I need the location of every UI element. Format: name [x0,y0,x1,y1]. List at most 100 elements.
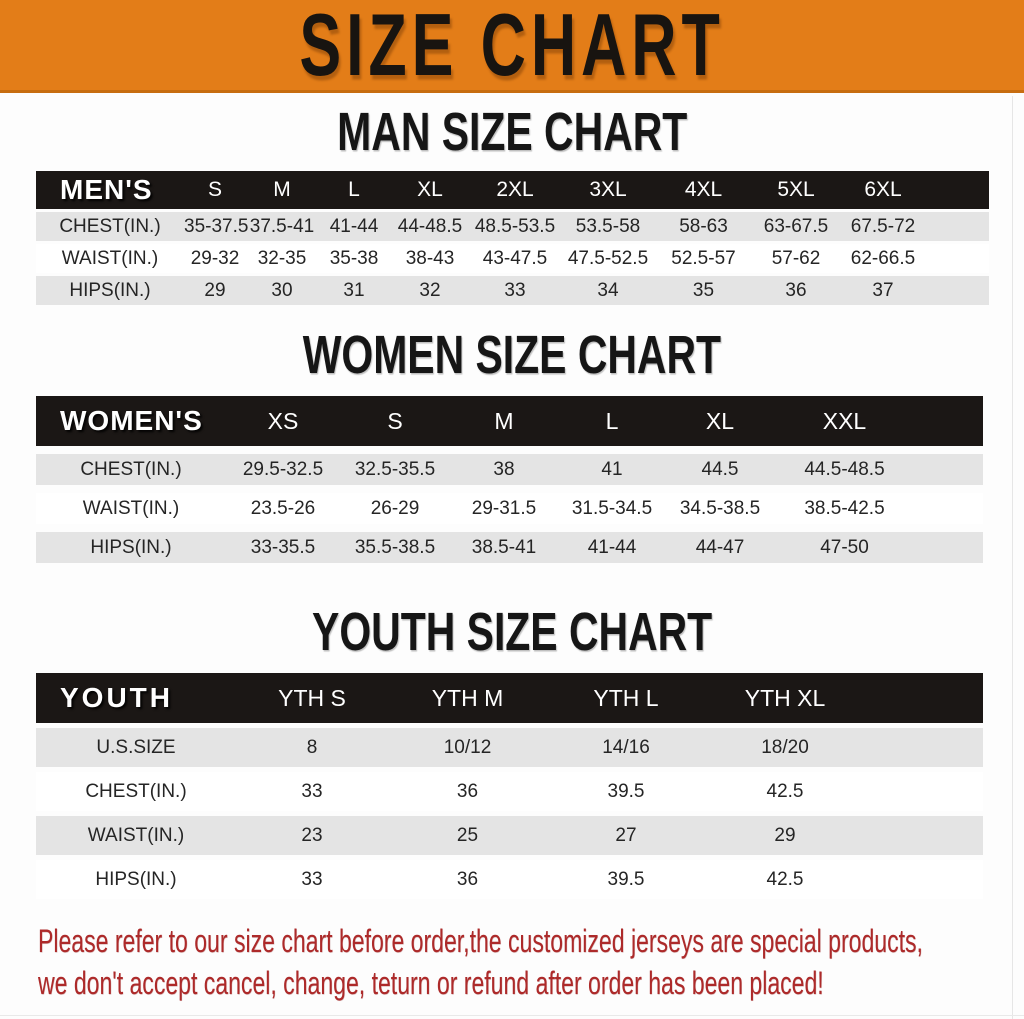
measurement-value-cell: 29-31.5 [450,493,558,524]
size-column-header: M [450,396,558,446]
measurement-value-cell: 67.5-72 [841,212,989,241]
measurement-value-cell: 35-37.5 [184,212,248,241]
measurement-value-cell: 35 [656,276,751,305]
measurement-value-cell: 30 [246,276,318,305]
size-column-header: YTH M [388,673,547,723]
measurement-value-cell: 23.5-26 [226,493,340,524]
size-column-header: YTH L [547,673,705,723]
measurement-value-cell: 34 [560,276,656,305]
measurement-value-cell: 44-47 [666,532,774,563]
size-column-header: S [340,396,450,446]
measurement-value-cell: 42.5 [705,772,983,811]
measurement-value-cell: 8 [236,728,388,767]
measurement-value-cell: 29 [184,276,246,305]
size-column-header: XL [390,171,470,209]
table-category-label: WOMEN'S [36,396,226,446]
measurement-value-cell: 62-66.5 [841,244,989,273]
measurement-value-cell: 33-35.5 [226,532,340,563]
youth-section-heading: YOUTH SIZE CHART [311,602,713,663]
measurement-value-cell: 41-44 [558,532,666,563]
page-title-text: SIZE CHART [299,0,725,94]
measurement-row-label: CHEST(IN.) [36,212,184,241]
measurement-value-cell: 25 [388,816,547,855]
measurement-value-cell: 53.5-58 [560,212,656,241]
scan-edge-artifact-bottom [0,1015,1024,1016]
measurement-value-cell: 41-44 [318,212,390,241]
measurement-row-label: CHEST(IN.) [36,454,226,485]
measurement-row-label: WAIST(IN.) [36,244,184,273]
measurement-row: WAIST(IN.) 29-32 32-35 35-38 38-43 43-47.5 47.… [36,244,989,273]
measurement-value-cell: 32-35 [246,244,318,273]
measurement-value-cell: 29-32 [184,244,246,273]
measurement-value-cell: 31.5-34.5 [558,493,666,524]
measurement-value-cell: 38 [450,454,558,485]
scan-edge-artifact-vertical [1012,96,1013,1019]
measurement-value-cell: 32 [390,276,470,305]
measurement-value-cell: 35.5-38.5 [340,532,450,563]
measurement-value-cell: 57-62 [751,244,841,273]
size-column-header: XL [666,396,774,446]
section-youth-size-chart: YOUTH SIZE CHART YOUTH YTH S YTH M YTH L YTH… [0,602,1024,904]
measurement-value-cell: 47-50 [774,532,983,563]
measurement-value-cell: 31 [318,276,390,305]
measurement-value-cell: 38.5-42.5 [774,493,983,524]
size-column-header: XS [226,396,340,446]
measurement-value-cell: 47.5-52.5 [560,244,656,273]
size-column-header: 4XL [656,171,751,209]
measurement-row: U.S.SIZE 8 10/12 14/16 18/20 [36,728,983,767]
measurement-row: CHEST(IN.) 33 36 39.5 42.5 [36,772,983,811]
measurement-row-label: HIPS(IN.) [36,532,226,563]
size-column-header: XXL [774,396,983,446]
measurement-row-label: WAIST(IN.) [36,493,226,524]
mens-size-table: MEN'S S M L XL 2XL 3XL 4XL 5XL 6XL CHEST(IN.) 35-37… [36,168,989,308]
measurement-value-cell: 34.5-38.5 [666,493,774,524]
measurement-value-cell: 33 [236,860,388,899]
measurement-row: WAIST(IN.) 23.5-26 26-29 29-31.5 31.5-34.5 34… [36,493,983,524]
size-column-header: 2XL [470,171,560,209]
measurement-value-cell: 63-67.5 [751,212,841,241]
measurement-value-cell: 36 [388,772,547,811]
measurement-row: WAIST(IN.) 23 25 27 29 [36,816,983,855]
measurement-value-cell: 39.5 [547,860,705,899]
measurement-row: CHEST(IN.) 29.5-32.5 32.5-35.5 38 41 44.5 44.5… [36,454,983,485]
measurement-value-cell: 29.5-32.5 [226,454,340,485]
measurement-value-cell: 33 [236,772,388,811]
measurement-row-label: CHEST(IN.) [36,772,236,811]
measurement-value-cell: 29 [705,816,983,855]
page-title: SIZE CHART [295,0,729,94]
section-women-size-chart: WOMEN SIZE CHART WOMEN'S XS S M L XL XXL CHEST(… [0,325,1024,571]
measurement-row-label: U.S.SIZE [36,728,236,767]
measurement-row-label: HIPS(IN.) [36,276,184,305]
measurement-value-cell: 52.5-57 [656,244,751,273]
measurement-value-cell: 38-43 [390,244,470,273]
size-column-header: S [184,171,246,209]
womens-size-table: WOMEN'S XS S M L XL XXL CHEST(IN.) 29.5-32.5 32.5… [36,388,983,571]
size-column-header: M [246,171,318,209]
disclaimer-line-1: Please refer to our size chart before or… [38,923,923,959]
section-man-size-chart: MAN SIZE CHART MEN'S S M L XL 2XL 3XL 4XL 5XL 6XL… [0,103,1024,308]
measurement-value-cell: 32.5-35.5 [340,454,450,485]
measurement-value-cell: 10/12 [388,728,547,767]
measurement-value-cell: 41 [558,454,666,485]
disclaimer-line-2: we don't accept cancel, change, teturn o… [38,965,824,1001]
measurement-row: HIPS(IN.) 33 36 39.5 42.5 [36,860,983,899]
measurement-value-cell: 18/20 [705,728,983,767]
measurement-value-cell: 36 [751,276,841,305]
measurement-row: HIPS(IN.) 29 30 31 32 33 34 35 36 37 [36,276,989,305]
measurement-value-cell: 33 [470,276,560,305]
measurement-value-cell: 39.5 [547,772,705,811]
measurement-value-cell: 44.5 [666,454,774,485]
size-header-row: MEN'S S M L XL 2XL 3XL 4XL 5XL 6XL [36,171,989,209]
measurement-value-cell: 37.5-41 [246,212,318,241]
measurement-row-label: WAIST(IN.) [36,816,236,855]
measurement-value-cell: 44.5-48.5 [774,454,983,485]
women-section-heading: WOMEN SIZE CHART [302,325,722,386]
size-chart-banner: SIZE CHART [0,0,1024,94]
measurement-value-cell: 35-38 [318,244,390,273]
measurement-value-cell: 27 [547,816,705,855]
measurement-value-cell: 58-63 [656,212,751,241]
size-column-header: YTH XL [705,673,983,723]
measurement-row-label: HIPS(IN.) [36,860,236,899]
youth-size-table: YOUTH YTH S YTH M YTH L YTH XL U.S.SIZE 8 10/12… [36,668,983,904]
size-column-header: L [318,171,390,209]
